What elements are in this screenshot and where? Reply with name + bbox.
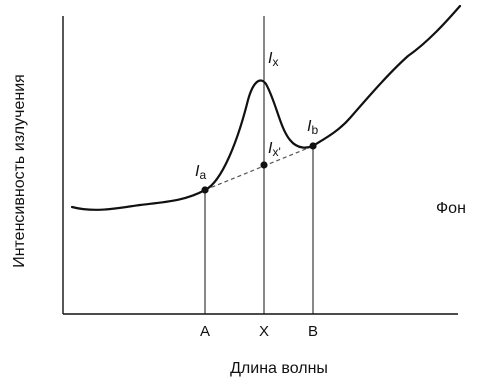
baseline-dashed bbox=[204, 145, 314, 191]
label-ib: Ib bbox=[307, 118, 318, 137]
spectrum-curve bbox=[70, 4, 462, 211]
label-ix: Ix bbox=[268, 50, 278, 69]
point-ia bbox=[201, 186, 209, 194]
point-ib bbox=[309, 142, 317, 150]
tick-label-x: X bbox=[259, 323, 269, 340]
label-ia: Ia bbox=[195, 163, 206, 182]
y-axis-title: Интенсивность излучения bbox=[11, 74, 28, 268]
point-ix-prime bbox=[260, 161, 268, 169]
tick-label-a: A bbox=[200, 323, 210, 340]
label-ix-prime: Ix' bbox=[268, 140, 281, 159]
x-axis-title: Длина волны bbox=[230, 360, 328, 377]
tick-label-b: B bbox=[308, 323, 318, 340]
label-background: Фон bbox=[436, 200, 466, 217]
